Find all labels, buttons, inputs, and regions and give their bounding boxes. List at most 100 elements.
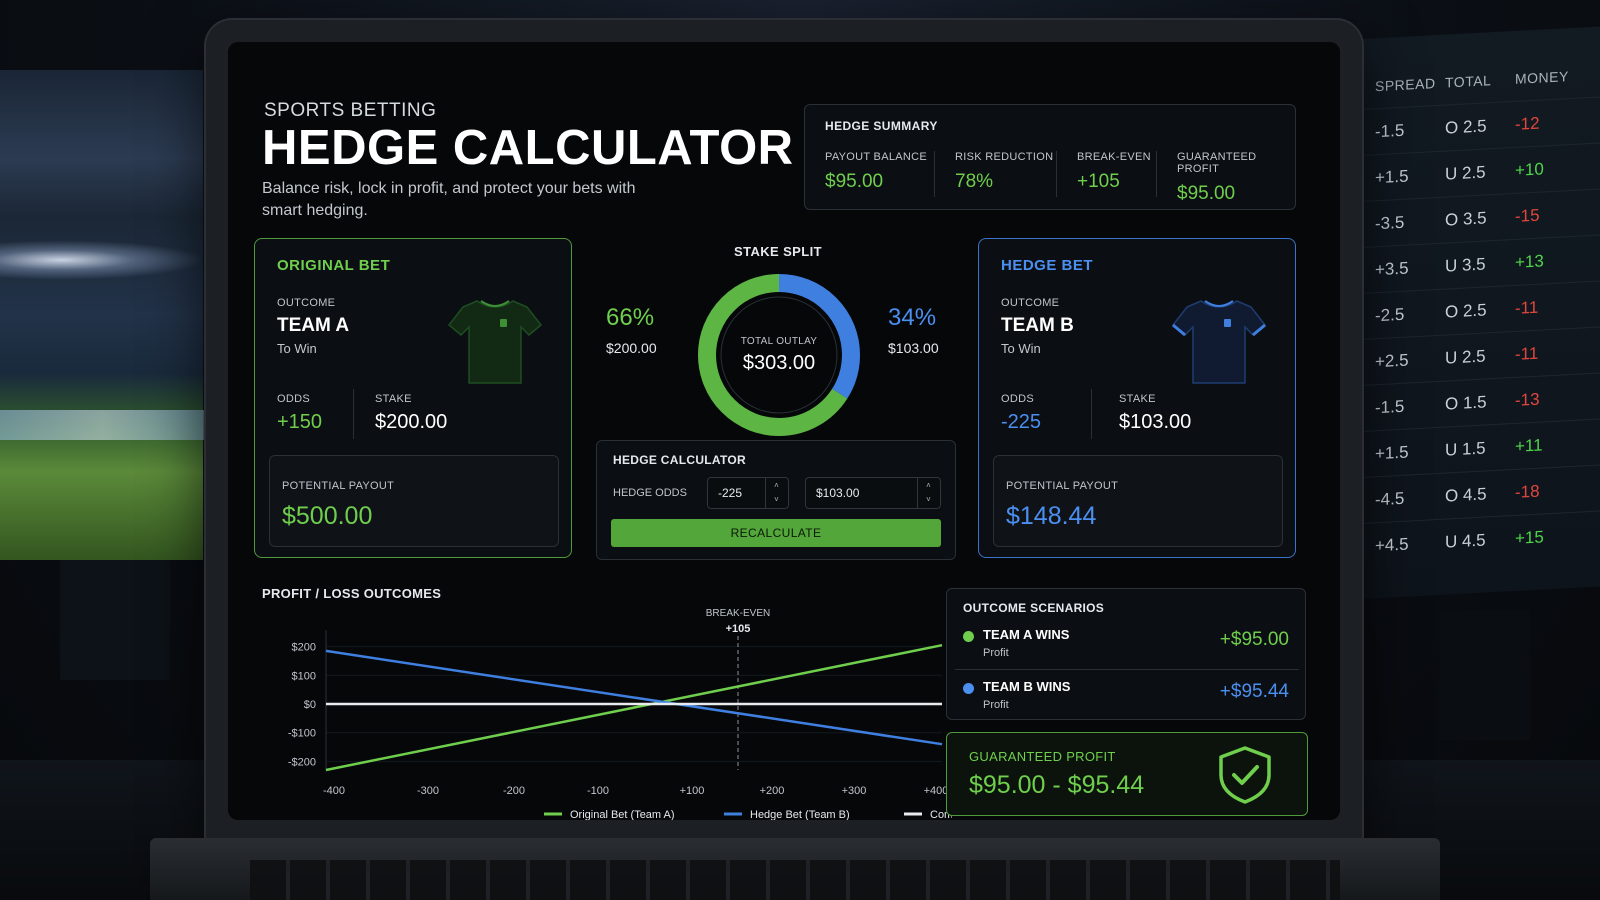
payout-label: POTENTIAL PAYOUT bbox=[1006, 480, 1119, 492]
y-tick-label: $200 bbox=[292, 642, 316, 654]
stake-split-donut bbox=[698, 274, 860, 436]
odds-spread: -4.5 bbox=[1375, 488, 1405, 509]
stepper-down-icon[interactable]: ˅ bbox=[926, 495, 931, 504]
legend-label: Original Bet (Team A) bbox=[570, 809, 675, 820]
original-stake-percent: 66% bbox=[606, 304, 655, 331]
metric-payout-balance: PAYOUT BALANCE $95.00 bbox=[805, 151, 935, 197]
jersey-icon bbox=[447, 300, 543, 384]
original-bet-card: ORIGINAL BET OUTCOME TEAM A To Win ODDS … bbox=[254, 238, 572, 558]
odds-spread: +1.5 bbox=[1375, 442, 1409, 463]
scenario-sub: Profit bbox=[983, 647, 1009, 659]
stepper-down-icon[interactable]: ˅ bbox=[774, 495, 779, 504]
stepper-up-icon[interactable]: ˄ bbox=[774, 481, 779, 490]
hedge-odds-input[interactable] bbox=[707, 477, 789, 509]
jersey-icon bbox=[1171, 300, 1267, 384]
odds-moneyline: +15 bbox=[1515, 526, 1544, 548]
board-stand bbox=[1440, 610, 1530, 740]
odds-spread: -1.5 bbox=[1375, 396, 1405, 417]
odds-moneyline: -15 bbox=[1515, 205, 1540, 226]
odds-spread: -3.5 bbox=[1375, 212, 1405, 233]
x-tick-label: -400 bbox=[323, 785, 345, 797]
metric-value: $95.00 bbox=[1177, 183, 1236, 204]
jersey-crest-icon bbox=[1224, 319, 1231, 327]
odds-spread: +4.5 bbox=[1375, 534, 1409, 555]
x-tick-label: -200 bbox=[503, 785, 525, 797]
total-outlay-value: $303.00 bbox=[742, 352, 816, 374]
odds-total: U 4.5 bbox=[1445, 529, 1486, 552]
odds-board-header: SPREAD TOTAL MONEY bbox=[1345, 26, 1600, 109]
odds-label: ODDS bbox=[1001, 393, 1034, 405]
stadium-stand bbox=[0, 410, 205, 440]
odds-total: O 2.5 bbox=[1445, 115, 1487, 138]
guaranteed-profit-card: GUARANTEED PROFIT $95.00 - $95.44 bbox=[946, 732, 1308, 816]
shield-check-icon bbox=[1219, 746, 1271, 804]
hedge-stake-percent: 34% bbox=[888, 304, 937, 331]
team-b-dot bbox=[963, 683, 974, 694]
payout-label: POTENTIAL PAYOUT bbox=[282, 480, 395, 492]
profit-loss-title: PROFIT / LOSS OUTCOMES bbox=[262, 586, 442, 601]
x-tick-label: -300 bbox=[417, 785, 439, 797]
odds-spread: +2.5 bbox=[1375, 350, 1409, 371]
break-even-label: BREAK-EVEN bbox=[706, 608, 770, 619]
odds-spread: +1.5 bbox=[1375, 166, 1409, 187]
page-title: HEDGE CALCULATOR bbox=[262, 121, 794, 175]
payout-value: $148.44 bbox=[1006, 502, 1097, 530]
metric-value: $95.00 bbox=[825, 171, 884, 192]
scenario-name: TEAM B WINS bbox=[983, 679, 1071, 694]
odds-stepper[interactable]: ˄ ˅ bbox=[765, 477, 787, 509]
original-stake-amount: $200.00 bbox=[606, 340, 657, 356]
app-screen: SPORTS BETTING HEDGE CALCULATOR Balance … bbox=[228, 42, 1340, 820]
stake-value: $103.00 bbox=[1119, 411, 1192, 433]
scenario-name: TEAM A WINS bbox=[983, 627, 1070, 642]
break-even-value: +105 bbox=[726, 623, 751, 635]
team-a-dot bbox=[963, 631, 974, 642]
market-label: To Win bbox=[1001, 341, 1041, 356]
odds-total: O 2.5 bbox=[1445, 299, 1487, 322]
hedge-stake-input[interactable] bbox=[805, 477, 941, 509]
donut-inner-ring bbox=[720, 296, 838, 414]
keyboard bbox=[250, 860, 1340, 900]
payout-value: $500.00 bbox=[282, 502, 373, 530]
team-name: TEAM B bbox=[1001, 315, 1074, 336]
odds-header-spread: SPREAD bbox=[1375, 75, 1436, 95]
odds-moneyline: +11 bbox=[1515, 434, 1543, 456]
hedge-stake-amount: $103.00 bbox=[888, 340, 939, 356]
odds-label: ODDS bbox=[277, 393, 310, 405]
hedge-summary-title: HEDGE SUMMARY bbox=[825, 119, 938, 133]
hedge-odds-label: HEDGE ODDS bbox=[613, 487, 687, 499]
guaranteed-profit-label: GUARANTEED PROFIT bbox=[969, 749, 1116, 764]
odds-board-rows: -1.5 O 2.5 -12 +1.5 U 2.5 +10 -3.5 O 3.5 -15 +3.5… bbox=[1345, 96, 1600, 570]
legend-label: Combined P/L (Hedged) bbox=[930, 809, 952, 820]
odds-spread: +3.5 bbox=[1375, 258, 1409, 279]
scenario-team-b: TEAM B WINS Profit +$95.44 bbox=[963, 677, 1289, 721]
recalculate-button[interactable]: RECALCULATE bbox=[611, 519, 941, 547]
monitor-stand bbox=[60, 560, 170, 680]
outcome-scenarios-panel: OUTCOME SCENARIOS TEAM A WINS Profit +$9… bbox=[946, 588, 1306, 720]
series-hedge-line bbox=[325, 649, 943, 746]
odds-board-screen: SPREAD TOTAL MONEY -1.5 O 2.5 -12 +1.5 U 2.5… bbox=[1342, 26, 1600, 600]
y-tick-label: -$200 bbox=[288, 756, 316, 768]
x-tick-label: +100 bbox=[680, 785, 705, 797]
outcome-label: OUTCOME bbox=[1001, 297, 1060, 309]
stake-stepper[interactable]: ˄ ˅ bbox=[917, 477, 939, 509]
metric-label: BREAK-EVEN bbox=[1077, 151, 1151, 163]
odds-moneyline: -11 bbox=[1515, 343, 1539, 364]
stepper-up-icon[interactable]: ˄ bbox=[926, 481, 931, 490]
odds-header-moneyline: MONEY bbox=[1515, 68, 1569, 87]
metric-label: PAYOUT BALANCE bbox=[825, 151, 928, 163]
hedge-bet-title: HEDGE BET bbox=[1001, 257, 1094, 274]
team-name: TEAM A bbox=[277, 315, 350, 336]
odds-moneyline: -13 bbox=[1515, 389, 1540, 410]
series-original-line bbox=[325, 643, 943, 772]
potential-payout-box: POTENTIAL PAYOUT $500.00 bbox=[269, 455, 559, 547]
potential-payout-box: POTENTIAL PAYOUT $148.44 bbox=[993, 455, 1283, 547]
hedge-bet-card: HEDGE BET OUTCOME TEAM B To Win ODDS -22… bbox=[978, 238, 1296, 558]
odds-total: U 2.5 bbox=[1445, 345, 1486, 368]
original-bet-title: ORIGINAL BET bbox=[277, 257, 391, 274]
jersey-crest-icon bbox=[500, 319, 507, 327]
stake-label: STAKE bbox=[1119, 393, 1156, 405]
scenario-value: +$95.44 bbox=[1219, 681, 1289, 702]
odds-total: O 4.5 bbox=[1445, 483, 1487, 506]
page-eyebrow: SPORTS BETTING bbox=[264, 100, 437, 121]
metric-break-even: BREAK-EVEN +105 bbox=[1057, 151, 1157, 197]
